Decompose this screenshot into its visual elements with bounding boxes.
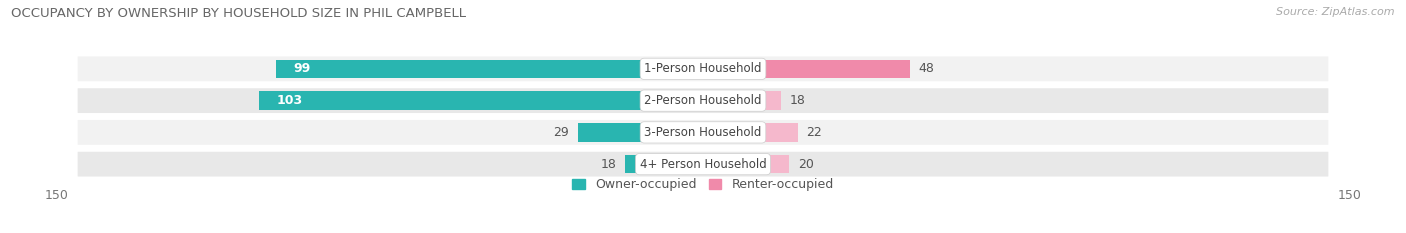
Text: 4+ Person Household: 4+ Person Household (640, 158, 766, 171)
Bar (259, 91, 703, 110)
Bar (703, 155, 789, 173)
Bar (703, 91, 780, 110)
FancyBboxPatch shape (77, 152, 1329, 177)
Bar (703, 123, 797, 142)
Bar (626, 155, 703, 173)
Bar (578, 123, 703, 142)
Bar (276, 60, 703, 78)
Text: 99: 99 (294, 62, 311, 75)
Text: 103: 103 (276, 94, 302, 107)
FancyBboxPatch shape (77, 88, 1329, 113)
Text: 18: 18 (789, 94, 806, 107)
Text: 48: 48 (918, 62, 935, 75)
Text: Source: ZipAtlas.com: Source: ZipAtlas.com (1277, 7, 1395, 17)
Bar (703, 60, 910, 78)
Text: 20: 20 (797, 158, 814, 171)
Text: 2-Person Household: 2-Person Household (644, 94, 762, 107)
FancyBboxPatch shape (77, 120, 1329, 145)
Legend: Owner-occupied, Renter-occupied: Owner-occupied, Renter-occupied (572, 178, 834, 191)
Text: 29: 29 (554, 126, 569, 139)
Text: OCCUPANCY BY OWNERSHIP BY HOUSEHOLD SIZE IN PHIL CAMPBELL: OCCUPANCY BY OWNERSHIP BY HOUSEHOLD SIZE… (11, 7, 467, 20)
Text: 18: 18 (600, 158, 617, 171)
Text: 3-Person Household: 3-Person Household (644, 126, 762, 139)
Text: 1-Person Household: 1-Person Household (644, 62, 762, 75)
Text: 22: 22 (807, 126, 823, 139)
FancyBboxPatch shape (77, 56, 1329, 81)
